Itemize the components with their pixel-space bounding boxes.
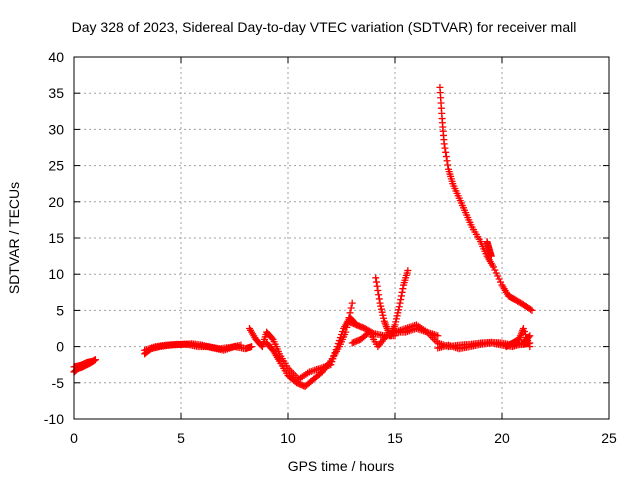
series-sat-b <box>70 357 97 371</box>
data-point <box>519 325 527 332</box>
data-point <box>489 263 497 271</box>
data-point <box>394 309 402 317</box>
data-point <box>495 275 503 283</box>
data-point <box>524 337 532 345</box>
grid <box>74 57 609 419</box>
data-point <box>395 303 403 311</box>
data-point <box>268 334 276 342</box>
y-tick-label: 15 <box>48 230 64 246</box>
y-tick-label: 35 <box>48 85 64 101</box>
data-point <box>494 272 502 280</box>
data-point <box>373 282 381 290</box>
y-tick-label: 5 <box>56 302 64 318</box>
data-point <box>440 140 448 148</box>
data-point <box>442 153 450 161</box>
x-tick-label: 20 <box>494 430 510 446</box>
data-point <box>375 291 383 299</box>
data-point <box>523 334 531 342</box>
x-tick-label: 0 <box>70 430 78 446</box>
series-sat-i <box>372 274 393 336</box>
data-point <box>492 269 500 277</box>
data-point <box>399 285 407 293</box>
y-tick-label: 10 <box>48 266 64 282</box>
series-sat-n <box>436 83 536 314</box>
data-point <box>434 332 442 340</box>
data-point <box>520 328 528 336</box>
data-point <box>525 340 533 348</box>
y-tick-label: 25 <box>48 158 64 174</box>
x-tick-label: 5 <box>177 430 185 446</box>
data-point <box>395 306 403 314</box>
data-point <box>375 295 383 303</box>
series-sat-j <box>387 267 412 340</box>
data-point <box>392 315 400 323</box>
data-point <box>248 343 256 351</box>
x-tick-label: 10 <box>280 430 296 446</box>
series-sat-o <box>483 238 495 260</box>
data-point <box>372 274 380 282</box>
y-tick-label: -10 <box>44 411 64 427</box>
data-point <box>396 299 404 307</box>
x-axis-label: GPS time / hours <box>288 458 395 474</box>
data-point <box>442 148 450 156</box>
data-point <box>443 157 451 165</box>
data-point <box>237 341 245 349</box>
x-tick-label: 25 <box>601 430 617 446</box>
data-point <box>487 252 495 260</box>
y-tick-label: 30 <box>48 121 64 137</box>
data-point <box>348 299 356 307</box>
data-point <box>391 321 399 329</box>
data-points <box>70 83 536 390</box>
data-point <box>497 278 505 286</box>
data-point <box>379 311 387 319</box>
data-point <box>444 161 452 169</box>
data-point <box>378 308 386 316</box>
data-point <box>527 305 535 313</box>
y-tick-label: 40 <box>48 49 64 65</box>
data-point <box>377 305 385 313</box>
y-tick-label: 20 <box>48 194 64 210</box>
data-point <box>377 302 385 310</box>
data-point <box>398 288 406 296</box>
data-point <box>343 323 351 331</box>
series-sat-e <box>245 314 360 383</box>
series-sat-d <box>141 340 245 354</box>
data-point <box>346 309 354 317</box>
chart-title: Day 328 of 2023, Sidereal Day-to-day VTE… <box>72 19 577 35</box>
data-point <box>528 306 536 314</box>
data-point <box>342 328 350 336</box>
data-point <box>393 312 401 320</box>
y-tick-label: -5 <box>52 375 65 391</box>
data-point <box>372 278 380 286</box>
data-point <box>397 292 405 300</box>
x-tick-label: 15 <box>387 430 403 446</box>
data-point <box>491 266 499 274</box>
y-axis-label: SDTVAR / TECUs <box>6 182 22 294</box>
data-point <box>374 286 382 294</box>
y-tick-label: 0 <box>56 339 64 355</box>
data-point <box>526 343 534 351</box>
data-point <box>397 296 405 304</box>
data-point <box>347 304 355 312</box>
data-point <box>89 357 97 365</box>
series-sat-m <box>502 325 534 351</box>
data-point <box>376 299 384 307</box>
data-point <box>404 267 412 275</box>
axis-ticks: 0 5 10 15 20 25 -10 -5 0 5 10 15 20 25 30 35 40 <box>44 49 617 446</box>
data-point <box>522 331 530 339</box>
data-point <box>392 318 400 326</box>
data-point <box>441 144 449 152</box>
plot-frame <box>73 56 610 420</box>
data-point <box>380 314 388 322</box>
